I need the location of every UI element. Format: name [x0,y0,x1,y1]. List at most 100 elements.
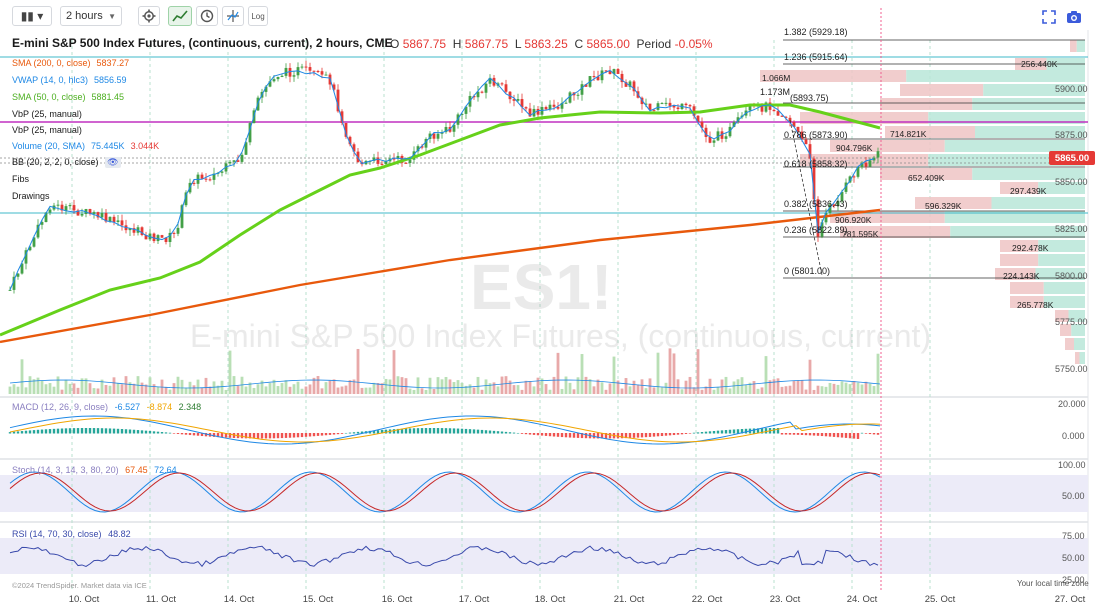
volume-bar [716,386,720,394]
low-value: 5863.25 [524,37,568,51]
candle [716,131,720,141]
fullscreen-icon[interactable] [1042,10,1056,24]
macd-histogram-bar [516,432,520,434]
volume-bar [20,359,24,394]
macd-histogram-bar [544,433,548,436]
candle [160,235,164,238]
macd-histogram-bar [64,428,68,434]
log-scale-button[interactable]: Log [248,6,268,26]
legend-rsi[interactable]: RSI (14, 70, 30, close) 48.82 [12,529,131,539]
volume-bar [688,376,692,394]
legend-volume[interactable]: Volume (20, SMA) 75.445K 3.044K [12,141,160,151]
candle [500,83,504,85]
eye-icon[interactable]: 👁 [105,157,121,168]
macd-histogram-bar [784,433,788,435]
macd-histogram-bar [464,428,468,434]
vbp-label: 781.595K [842,229,879,239]
volume-bar [144,384,148,394]
indicators-button[interactable] [168,6,192,26]
candle [720,131,724,139]
volume-bar [644,388,648,394]
price-axis-label: 5850.00 [1055,177,1088,187]
macd-histogram-bar [780,433,784,435]
vbp-bar-sell [880,98,973,110]
macd-histogram-bar [260,433,264,439]
candle [564,102,568,104]
volume-bar [792,380,796,394]
settings-button[interactable] [138,6,160,26]
legend-sma50[interactable]: SMA (50, 0, close) 5881.45 [12,92,125,102]
candle [372,157,376,161]
macd-histogram-bar [548,433,552,437]
macd-histogram-bar [148,430,152,434]
volume-bar [192,385,196,394]
volume-bar [740,377,744,394]
camera-icon[interactable] [1066,10,1082,24]
legend-bb[interactable]: BB (20, 2, 2, 0, close) 👁 [12,157,121,168]
candle [80,214,84,216]
volume-bar [604,389,608,394]
legend-vwap[interactable]: VWAP (14, 0, hlc3) 5856.59 [12,75,127,85]
macd-histogram-bar [792,433,796,435]
candle [300,66,304,68]
macd-histogram-bar [68,428,72,434]
macd-histogram-bar [160,432,164,434]
candle [204,178,208,180]
legend-vbp-1[interactable]: VbP (25, manual) [12,109,82,119]
volume-bar [204,377,208,394]
volume-bar [116,383,120,394]
chart-type-button[interactable]: ▮▮ ▾ [12,6,52,26]
candle [684,103,688,106]
macd-histogram-bar [476,429,480,434]
macd-line [9,415,881,445]
drawing-tools-button[interactable] [222,6,244,26]
volume-bar [292,384,296,394]
macd-histogram-bar [344,432,348,434]
macd-histogram-bar [136,430,140,434]
vbp-bar-sell [840,226,951,238]
macd-histogram-bar [680,433,684,435]
macd-histogram-bar [376,430,380,434]
legend-fibs[interactable]: Fibs [12,174,30,184]
legend-macd[interactable]: MACD (12, 26, 9, close) -6.527 -8.874 2.… [12,402,202,412]
macd-histogram-bar [372,430,376,434]
candle [480,91,484,93]
replay-button[interactable] [196,6,218,26]
volume-bar [300,388,304,394]
candle [788,117,792,123]
macd-histogram-bar [268,433,272,439]
legend-stoch[interactable]: Stoch (14, 3, 14, 3, 80, 20) 67.45 72.64 [12,465,177,475]
candle [792,122,796,127]
volume-bar [404,378,408,394]
macd-histogram-bar [736,429,740,434]
macd-histogram-bar [668,433,672,436]
volume-bar [176,376,180,394]
volume-bar [500,376,504,394]
legend-vbp-2[interactable]: VbP (25, manual) [12,125,82,135]
vbp-bar-buy [1071,324,1085,336]
macd-axis-label: 20.000 [1058,399,1086,409]
candle [852,176,856,178]
vbp-bar-buy [1038,254,1085,266]
candle [732,122,736,127]
volume-bar [92,388,96,394]
interval-select[interactable]: 2 hours ▼ [60,6,122,26]
timezone-label[interactable]: Your local time zone [1017,579,1089,588]
volume-bar [784,386,788,394]
candle [804,139,808,145]
legend-sma200[interactable]: SMA (200, 0, close) 5837.27 [12,58,130,68]
macd-histogram-bar [48,429,52,434]
volume-bar [528,381,532,394]
volume-bar [872,386,876,394]
fib-label: 0.618 (5858.32) [784,159,848,169]
candle [688,105,692,107]
candle [604,70,608,72]
legend-drawings[interactable]: Drawings [12,191,50,201]
vbp-bar-buy [1038,240,1085,252]
candle [656,103,660,110]
candle [820,222,824,237]
volume-bar [536,377,540,394]
candle [860,162,864,168]
macd-histogram-bar [672,433,676,436]
